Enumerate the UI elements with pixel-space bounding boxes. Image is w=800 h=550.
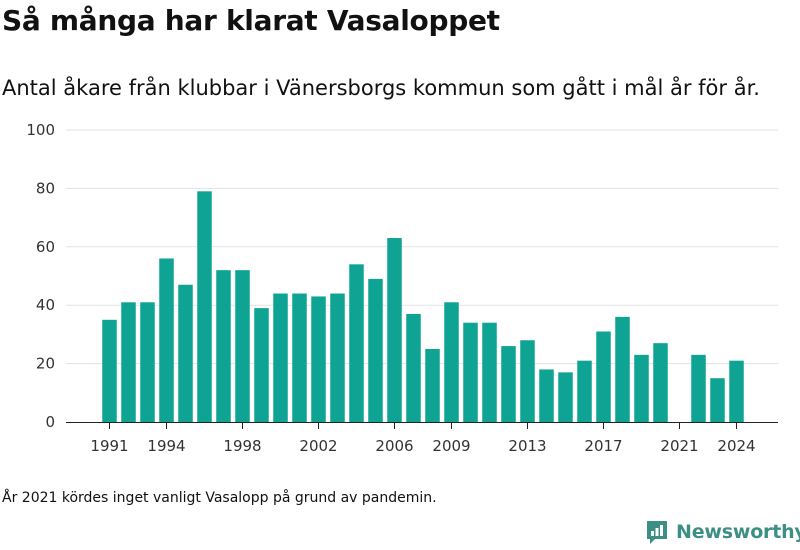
x-tick-label: 2002: [299, 437, 337, 455]
bar-2003: [330, 293, 345, 422]
bar-2023: [710, 378, 725, 422]
bar-2011: [482, 322, 497, 422]
bar-2014: [539, 369, 554, 422]
y-tick-label: 20: [36, 355, 55, 373]
bar-2002: [311, 296, 326, 422]
x-tick-label: 2017: [584, 437, 622, 455]
y-tick-label: 40: [36, 296, 55, 314]
x-tick-label: 1998: [223, 437, 261, 455]
x-tick-label: 1991: [90, 437, 128, 455]
bar-1992: [121, 302, 136, 422]
bar-1991: [102, 319, 117, 422]
bar-2018: [615, 316, 630, 422]
bar-2020: [653, 343, 668, 422]
chart-title: Så många har klarat Vasaloppet: [2, 4, 500, 37]
bars: [102, 191, 744, 422]
bar-1995: [178, 284, 193, 422]
bar-chart: 0 20 40 60 80 100 1991 1994 1998 2002 2006 2009 201…: [26, 121, 778, 455]
x-tick-label: 2024: [717, 437, 755, 455]
y-tick-label: 80: [36, 179, 55, 197]
footnote: År 2021 kördes inget vanligt Vasalopp på…: [2, 490, 437, 506]
brand-name: Newsworthy: [676, 521, 800, 543]
bar-2010: [463, 322, 478, 422]
bar-1997: [216, 270, 231, 422]
bar-2012: [501, 346, 516, 422]
x-tick-label: 2009: [432, 437, 470, 455]
bar-2024: [729, 360, 744, 422]
bar-1993: [140, 302, 155, 422]
x-tick-label: 2013: [508, 437, 546, 455]
bar-2004: [349, 264, 364, 422]
bar-2015: [558, 372, 573, 422]
newsworthy-chart-logo-icon: [647, 521, 667, 544]
bar-2019: [634, 354, 649, 422]
chart-subtitle: Antal åkare från klubbar i Vänersborgs k…: [2, 76, 760, 100]
bar-2013: [520, 340, 535, 422]
bar-2022: [691, 354, 706, 422]
bar-2001: [292, 293, 307, 422]
bar-2017: [596, 331, 611, 422]
x-tick-label: 2006: [375, 437, 413, 455]
x-tick-label: 2021: [660, 437, 698, 455]
bar-2007: [406, 313, 421, 422]
y-tick-label: 60: [36, 238, 55, 256]
bar-2006: [387, 238, 402, 422]
bar-1998: [235, 270, 250, 422]
bar-2000: [273, 293, 288, 422]
brand-logo: Newsworthy: [645, 519, 800, 545]
bar-1999: [254, 308, 269, 422]
bar-2005: [368, 278, 383, 422]
x-tick-label: 1994: [147, 437, 185, 455]
bar-2016: [577, 360, 592, 422]
y-axis-tick-labels: 0 20 40 60 80 100: [26, 121, 55, 431]
bar-2009: [444, 302, 459, 422]
x-axis-ticks: 1991 1994 1998 2002 2006 2009 2013 2017 2021 2024: [90, 422, 756, 455]
bar-1996: [197, 191, 212, 422]
bar-2008: [425, 349, 440, 422]
y-tick-label: 0: [45, 413, 55, 431]
y-tick-label: 100: [26, 121, 55, 139]
bar-1994: [159, 258, 174, 422]
